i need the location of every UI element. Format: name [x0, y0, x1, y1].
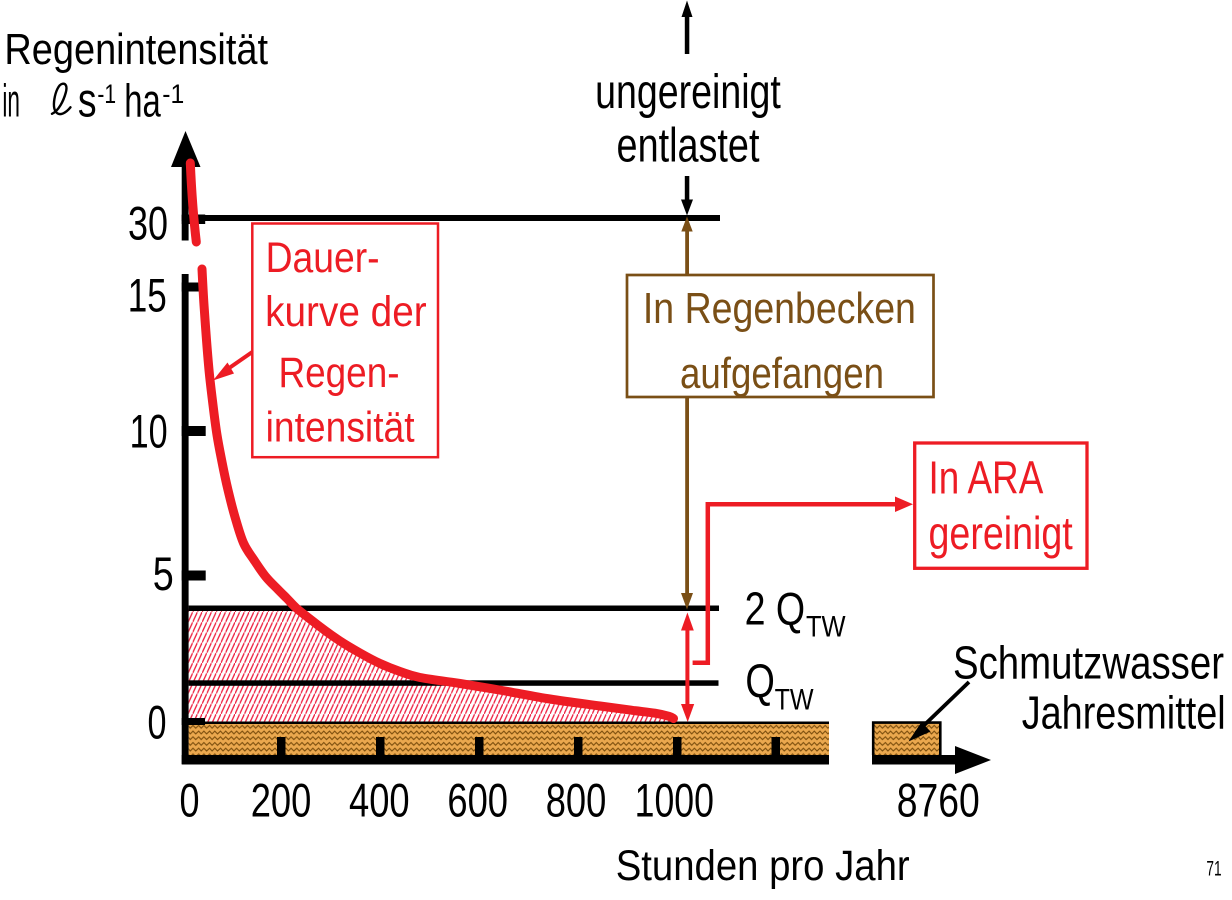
- svg-text:ha: ha: [124, 75, 161, 127]
- svg-text:30: 30: [128, 197, 168, 250]
- svg-text:aufgefangen: aufgefangen: [680, 349, 884, 398]
- svg-text:0: 0: [180, 774, 200, 827]
- svg-text:TW: TW: [775, 684, 815, 717]
- svg-text:2 Q: 2 Q: [745, 583, 806, 635]
- svg-text:gereinigt: gereinigt: [929, 507, 1073, 559]
- svg-text:71: 71: [1206, 858, 1221, 881]
- svg-text:600: 600: [447, 774, 508, 827]
- svg-text:Regen-: Regen-: [279, 349, 400, 397]
- svg-text:ungereinigt: ungereinigt: [595, 66, 781, 119]
- svg-text:Schmutzwasser: Schmutzwasser: [953, 637, 1224, 689]
- svg-text:1000: 1000: [635, 774, 714, 827]
- svg-text:8760: 8760: [897, 774, 980, 827]
- svg-text:-1: -1: [97, 79, 116, 109]
- svg-text:10: 10: [130, 405, 168, 458]
- svg-text:s: s: [78, 75, 97, 128]
- svg-text:800: 800: [546, 774, 607, 827]
- svg-text:15: 15: [128, 269, 167, 322]
- svg-text:5: 5: [153, 547, 174, 600]
- svg-text:kurve der: kurve der: [265, 288, 427, 336]
- svg-text:Dauer-: Dauer-: [266, 234, 380, 282]
- svg-text:0: 0: [148, 696, 167, 749]
- svg-text:in: in: [2, 75, 20, 127]
- svg-text:entlastet: entlastet: [617, 120, 760, 173]
- svg-text:In ARA: In ARA: [929, 452, 1044, 504]
- svg-text:Regenintensität: Regenintensität: [4, 25, 268, 74]
- svg-text:-1: -1: [162, 79, 184, 109]
- svg-text:200: 200: [251, 774, 312, 827]
- svg-text:Q: Q: [745, 654, 775, 707]
- svg-text:Stunden pro Jahr: Stunden pro Jahr: [616, 842, 910, 890]
- svg-text:400: 400: [349, 774, 410, 827]
- svg-text:In Regenbecken: In Regenbecken: [643, 284, 916, 333]
- svg-text:intensität: intensität: [266, 404, 415, 452]
- svg-text:Jahresmittel: Jahresmittel: [1022, 687, 1226, 739]
- svg-text:TW: TW: [806, 611, 846, 644]
